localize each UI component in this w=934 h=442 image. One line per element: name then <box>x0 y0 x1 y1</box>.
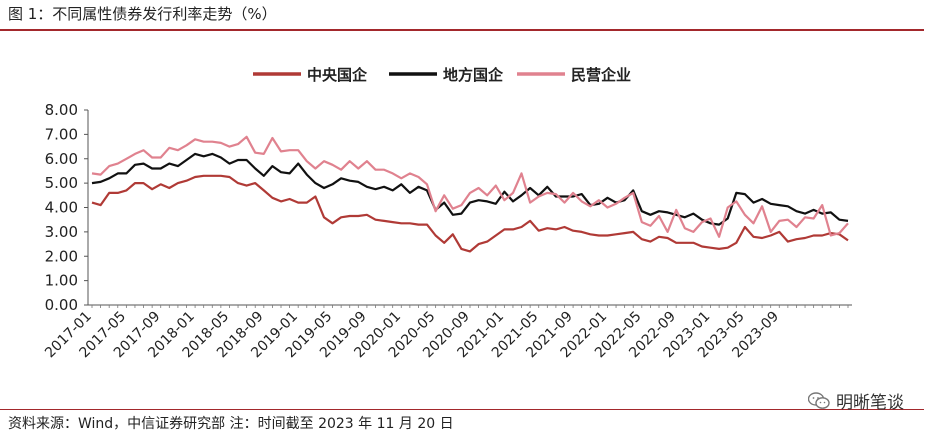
y-tick-label: 7.00 <box>45 125 78 143</box>
legend: 中央国企 地方国企 民营企业 <box>253 66 631 84</box>
watermark-text: 明晰笔谈 <box>836 393 904 413</box>
figure-title: 图 1：不同属性债券发行利率走势（%） <box>8 5 277 23</box>
source-note: 资料来源：Wind，中信证券研究部 注：时间截至 2023 年 11 月 20 … <box>8 416 454 432</box>
y-tick-label: 0.00 <box>45 296 78 314</box>
x-axis: 2017-012017-052017-092018-012018-052018-… <box>42 304 852 361</box>
y-tick-label: 6.00 <box>45 150 78 168</box>
top-rule <box>0 29 924 31</box>
y-tick-label: 3.00 <box>45 223 78 241</box>
series-line-0 <box>91 174 849 253</box>
y-tick-label: 4.00 <box>45 199 78 217</box>
wechat-icon <box>808 391 830 409</box>
y-tick-label: 2.00 <box>45 247 78 265</box>
y-tick-label: 1.00 <box>45 272 78 290</box>
series-line-2 <box>91 135 849 238</box>
series-line-1 <box>91 152 849 226</box>
legend-label-1: 地方国企 <box>443 66 504 84</box>
y-tick-label: 5.00 <box>45 174 78 192</box>
legend-label-0: 中央国企 <box>307 66 368 84</box>
y-tick-label: 8.00 <box>45 101 78 119</box>
bottom-rule <box>0 409 924 410</box>
series-lines <box>91 135 849 253</box>
watermark: 明晰笔谈 <box>808 388 904 413</box>
y-axis: 0.00 1.00 2.00 3.00 4.00 5.00 6.00 7.00 8.00 <box>45 101 89 314</box>
legend-label-2: 民营企业 <box>571 66 631 84</box>
